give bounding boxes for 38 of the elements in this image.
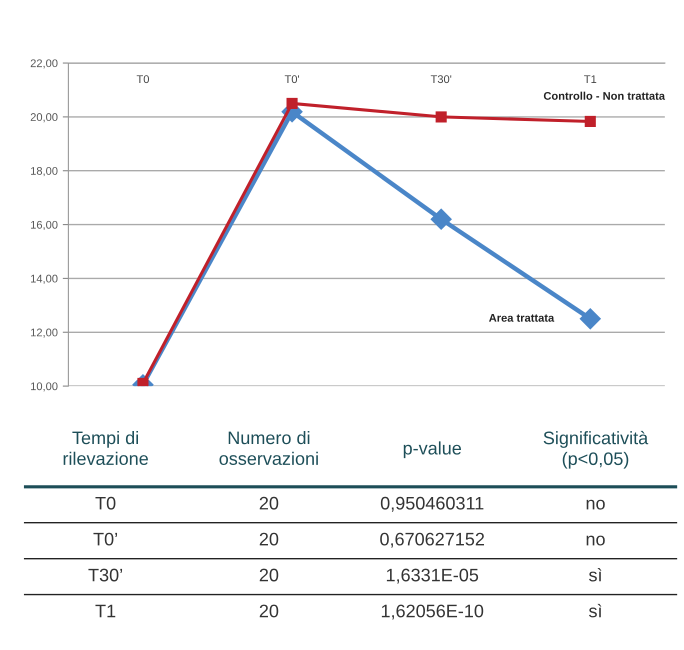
text: no xyxy=(586,536,605,546)
text: 1,6331E-05 xyxy=(386,568,478,584)
text: 20 xyxy=(260,532,278,546)
point xyxy=(436,111,447,122)
category-label: p-value xyxy=(404,441,462,458)
text: sì xyxy=(588,568,602,582)
point xyxy=(286,98,298,109)
point xyxy=(580,308,601,330)
y-tick-label: 12,00 xyxy=(31,328,58,338)
x-tick-label: T30' xyxy=(430,75,452,84)
text: no xyxy=(586,500,605,510)
series-label: Area trattata xyxy=(489,314,554,322)
y-tick-label: 18,00 xyxy=(31,167,58,176)
category-label: Significatività (p<0,05) xyxy=(544,430,648,469)
category-label: Tempi di rilevazione xyxy=(64,430,148,465)
text: 20 xyxy=(260,496,278,510)
y-tick-label: 10,00 xyxy=(31,382,58,392)
x-tick-label: T0' xyxy=(284,75,300,84)
y-tick-label: 20,00 xyxy=(30,113,58,122)
text: T30’ xyxy=(88,568,122,582)
text: 0,950460311 xyxy=(380,496,484,512)
text: T0 xyxy=(95,496,116,510)
point xyxy=(430,208,452,230)
series-label: Controllo - Non trattata xyxy=(544,92,666,100)
text: T0’ xyxy=(93,532,118,546)
text: 20 xyxy=(260,604,278,618)
category-label: Numero di osservazioni xyxy=(219,430,318,465)
x-tick-label: T0 xyxy=(136,75,150,84)
y-tick-label: 16,00 xyxy=(31,220,58,230)
point xyxy=(584,116,596,128)
y-tick-label: 14,00 xyxy=(31,274,58,284)
y-tick-label: 22,00 xyxy=(30,59,58,68)
text: T1 xyxy=(95,604,116,618)
x-tick-label: T1 xyxy=(584,75,596,83)
text: 1,62056E-10 xyxy=(382,604,484,620)
text: 20 xyxy=(260,568,278,582)
text: sì xyxy=(588,604,602,618)
text: 0,670627152 xyxy=(380,532,484,548)
